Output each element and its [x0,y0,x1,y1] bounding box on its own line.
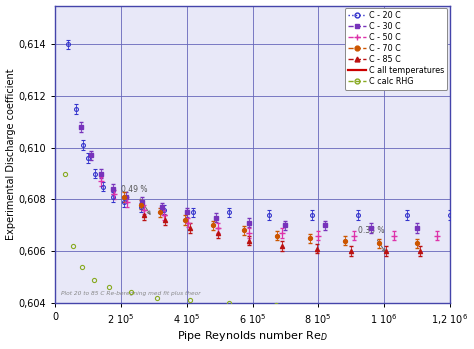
Text: 0.49 %: 0.49 % [121,185,150,214]
Legend: C - 20 C, C - 30 C, C - 50 C, C - 70 C, C - 85 C, C all temperatures, C calc RHG: C - 20 C, C - 30 C, C - 50 C, C - 70 C, … [345,8,447,89]
X-axis label: Pipe Reynolds number Re$_D$: Pipe Reynolds number Re$_D$ [177,329,328,343]
Text: Plot 20 to 85 C Re-beregning med fit plus theor: Plot 20 to 85 C Re-beregning med fit plu… [61,291,201,296]
Text: 0.33 %: 0.33 % [358,226,385,252]
Y-axis label: Experimental Discharge coefficient: Experimental Discharge coefficient [6,68,16,240]
